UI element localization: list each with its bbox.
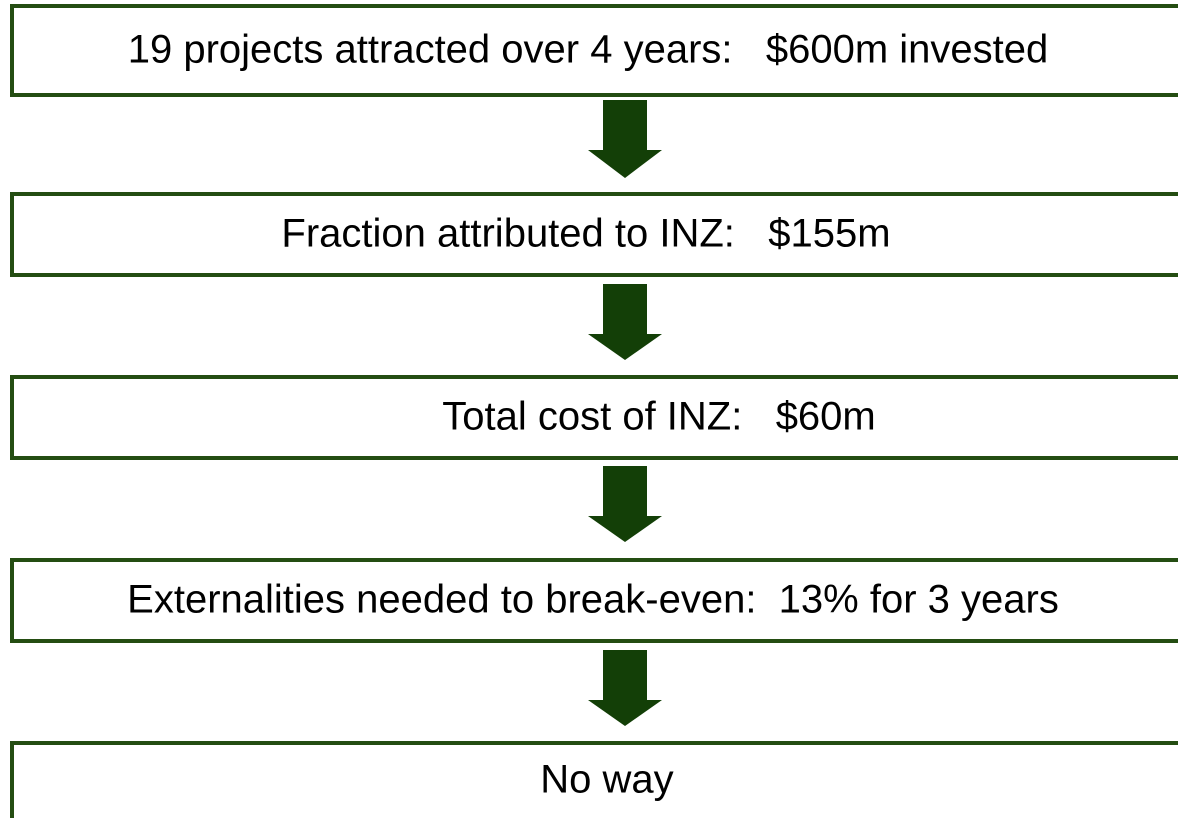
- box-label: 19 projects attracted over 4 years: $600…: [128, 28, 1049, 72]
- arrow: [588, 284, 662, 360]
- box-label: Total cost of INZ: $60m: [442, 395, 876, 439]
- box-label: Fraction attributed to INZ: $155m: [281, 212, 890, 256]
- arrow: [588, 100, 662, 178]
- arrow: [588, 650, 662, 726]
- arrow: [588, 466, 662, 542]
- box: [10, 558, 1178, 643]
- box: [10, 192, 1178, 277]
- box: [10, 4, 1178, 97]
- box: [10, 741, 1178, 818]
- box-label: No way: [540, 758, 673, 802]
- box: [10, 375, 1178, 460]
- box-label: Externalities needed to break-even: 13% …: [127, 578, 1059, 622]
